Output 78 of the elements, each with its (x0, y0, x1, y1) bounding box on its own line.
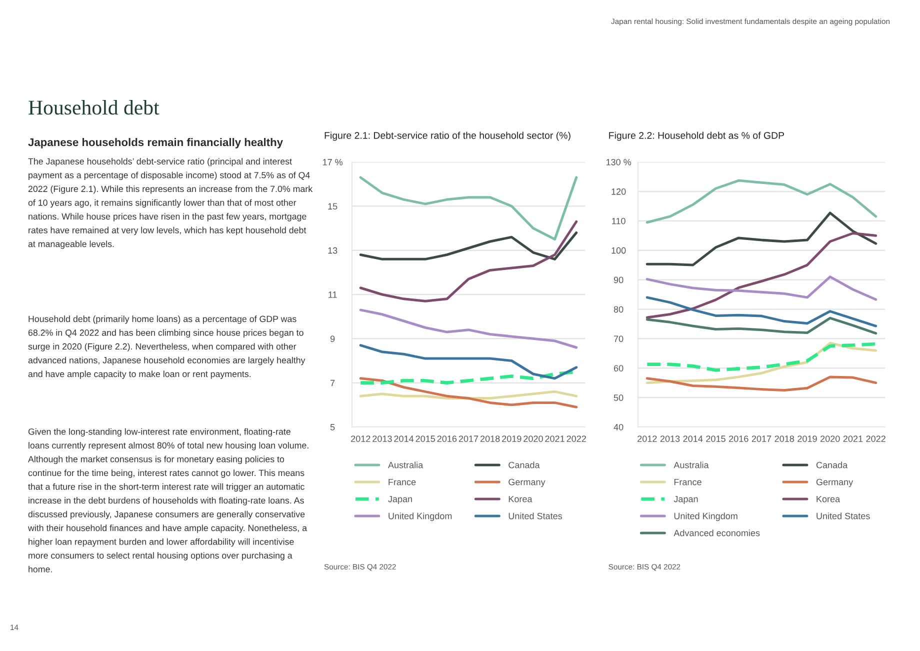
x-tick-label: 2012 (351, 436, 370, 442)
legend-label: Japan (674, 496, 698, 504)
x-tick-label: 2014 (683, 436, 703, 442)
y-tick-label: 110 (612, 218, 626, 224)
legend-label: Canada (508, 462, 540, 468)
y-tick-label: 60 (614, 365, 624, 372)
x-tick-label: 2018 (774, 436, 794, 442)
y-tick-label: 17 % (322, 159, 343, 166)
line-series (359, 176, 578, 241)
x-tick-label: 2015 (706, 436, 726, 442)
line-series (359, 377, 578, 408)
line-series (646, 179, 878, 224)
y-tick-label: 40 (614, 424, 624, 430)
x-tick-label: 2020 (820, 436, 840, 442)
y-tick-label: 13 (328, 247, 338, 254)
line-series (359, 220, 578, 302)
legend-label: Australia (388, 462, 424, 468)
y-tick-label: 70 (614, 336, 624, 342)
y-tick-label: 100 (612, 247, 626, 254)
line-series (646, 232, 878, 319)
chart-title: Figure 2.2: Household debt as % of GDP (609, 132, 784, 141)
text: Given the long-standing low-interest rate environment, floating-rate loans currently represent almost 80% of total new housing loan volume. Although the market consensus is for monetary easing policies to continue for the time being, interest rates cannot go lower. This means that a future rise in the short-term interest rate will trigger an automatic increase in the debt burdens of households with floating-rate loans. As discussed previously, Japanese consumers are generally conservative with their household finances and have ample capacity. Nonetheless, a higher loan repayment burden and lower affordability will incentivise more consumers to select rental housing options over purchasing a home. (28, 428, 308, 572)
x-tick-label: 2016 (729, 436, 748, 442)
x-tick-label: 2015 (416, 436, 436, 442)
line-series (645, 342, 878, 372)
line-series (359, 308, 578, 349)
y-tick-label: 9 (330, 336, 335, 342)
line-series (359, 231, 578, 260)
x-tick-label: 2016 (437, 436, 457, 442)
legend-label: Canada (816, 462, 848, 468)
x-tick-label: 2014 (394, 436, 414, 442)
y-tick-label: 130 % (606, 158, 632, 166)
y-tick-label: 11 (328, 292, 337, 298)
x-tick-label: 2021 (545, 436, 564, 442)
chart-title: Figure 2.1: Debt-service ratio of the household sector (%) (324, 132, 570, 141)
legend-label: United States (816, 512, 870, 520)
x-tick-label: 2018 (480, 436, 500, 442)
text: The Japanese households’ debt-service ratio (principal and interest payment as a percentage of disposable income) stood at 7.5% as of Q4 2022 (Figure 2.1). While this represents an increase from the 7.0% mark of 10 years ago, it remains significantly lower than that of most other nations. While house prices have risen in the past few years, mortgage rates have remained at very low levels, which has kept household debt at manageable levels. (28, 158, 313, 249)
x-tick-label: 2020 (524, 436, 543, 442)
x-tick-label: 2021 (843, 436, 863, 442)
line-series (646, 296, 878, 328)
legend-label: Australia (674, 462, 709, 468)
x-tick-label: 2017 (458, 436, 478, 442)
y-tick-label: 15 (328, 203, 338, 210)
legend-label: France (388, 478, 416, 486)
line-series (359, 390, 578, 400)
legend-label: United Kingdom (674, 512, 738, 522)
legend-label: United Kingdom (388, 512, 452, 522)
x-tick-label: 2013 (372, 436, 392, 442)
y-tick-label: 7 (330, 380, 335, 386)
text: Household debt (primarily home loans) as a percentage of GDP was 68.2% in Q4 2022 and has been climbing since house prices began to surge in 2020 (Figure 2.2). Nevertheless, when compared with other advanced nations, Japanese household economies are largely healthy and have ample capacity to make loan or rent payments. (28, 316, 306, 379)
y-tick-label: 90 (614, 276, 624, 284)
line-series (646, 212, 878, 266)
x-tick-label: 2019 (798, 436, 817, 442)
line-series (646, 276, 878, 301)
y-tick-label: 5 (330, 424, 335, 430)
y-tick-label: 80 (614, 306, 624, 313)
x-tick-label: 2013 (660, 436, 680, 442)
x-tick-label: 2012 (638, 436, 657, 442)
legend-label: Japan (388, 496, 412, 504)
legend-label: Korea (508, 496, 532, 502)
legend-label: France (674, 478, 702, 486)
x-tick-label: 2022 (566, 436, 586, 442)
x-tick-label: 2017 (752, 436, 772, 442)
text: Household debt (28, 100, 160, 115)
text: Japanese households remain financially healthy (28, 138, 283, 148)
x-tick-label: 2019 (502, 436, 522, 442)
legend-label: Korea (816, 496, 840, 502)
y-tick-label: 50 (614, 394, 624, 401)
legend-label: Germany (508, 478, 546, 488)
y-tick-label: 120 (612, 188, 626, 195)
line-series (359, 344, 578, 380)
legend-label: United States (508, 512, 562, 520)
legend-label: Germany (816, 478, 854, 488)
line-series (646, 376, 878, 392)
line-series (646, 316, 878, 335)
x-tick-label: 2022 (866, 436, 886, 442)
legend-label: Advanced economies (674, 530, 760, 536)
